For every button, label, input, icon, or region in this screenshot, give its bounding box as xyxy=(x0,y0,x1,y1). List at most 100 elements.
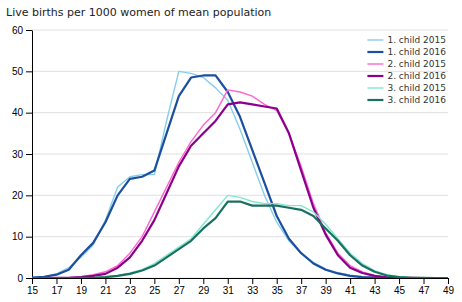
x-tick: 35 xyxy=(272,278,284,296)
x-tick-mark xyxy=(130,278,131,284)
x-tick-label: 49 xyxy=(443,285,455,296)
x-tick-label: 33 xyxy=(247,285,259,296)
y-tick-mark xyxy=(26,30,32,31)
x-tick: 17 xyxy=(51,278,63,296)
x-tick: 37 xyxy=(296,278,308,296)
x-tick: 33 xyxy=(247,278,259,296)
y-tick-label: 60 xyxy=(12,25,24,36)
x-tick-label: 19 xyxy=(76,285,88,296)
y-tick: 60 xyxy=(12,25,32,36)
legend-swatch xyxy=(367,99,383,101)
grid-line xyxy=(32,30,448,31)
chart-container: 15 17 19 21 23 25 27 29 31 33 35 37 39 41 43 45 47 49 0 10 2… xyxy=(0,0,462,302)
series-line xyxy=(32,71,448,278)
x-tick: 45 xyxy=(394,278,406,296)
x-tick: 49 xyxy=(443,278,455,296)
x-tick: 43 xyxy=(370,278,382,296)
x-tick-mark xyxy=(105,278,106,284)
x-axis-line xyxy=(33,278,449,279)
y-tick: 50 xyxy=(12,66,32,77)
x-tick: 47 xyxy=(418,278,430,296)
x-tick-label: 31 xyxy=(223,285,235,296)
x-tick: 31 xyxy=(223,278,235,296)
y-tick-mark xyxy=(26,278,32,279)
y-tick-label: 20 xyxy=(12,190,24,201)
y-axis-line xyxy=(32,31,33,279)
grid-line xyxy=(32,112,448,113)
x-tick-label: 17 xyxy=(51,285,63,296)
x-tick-label: 25 xyxy=(149,285,161,296)
x-tick-label: 29 xyxy=(198,285,210,296)
x-tick-mark xyxy=(228,278,229,284)
x-tick-mark xyxy=(56,278,57,284)
x-tick: 29 xyxy=(198,278,210,296)
y-tick: 10 xyxy=(12,231,32,242)
y-tick-mark xyxy=(26,195,32,196)
legend-item: 3. child 2016 xyxy=(367,95,446,105)
lines xyxy=(32,71,448,278)
x-tick-label: 35 xyxy=(272,285,284,296)
y-tick-mark xyxy=(26,71,32,72)
grid-line xyxy=(32,154,448,155)
y-tick-label: 40 xyxy=(12,107,24,118)
legend: 1. child 2015 1. child 2016 2. child 2015 2… xyxy=(367,35,446,105)
x-tick-mark xyxy=(375,278,376,284)
chart-svg: 15 17 19 21 23 25 27 29 31 33 35 37 39 41 43 45 47 49 0 10 2… xyxy=(0,0,462,302)
x-tick-mark xyxy=(424,278,425,284)
x-tick-mark xyxy=(252,278,253,284)
y-tick-mark xyxy=(26,237,32,238)
chart-title: Live births per 1000 women of mean popul… xyxy=(6,6,271,19)
x-tick-label: 21 xyxy=(100,285,112,296)
legend-swatch xyxy=(367,63,383,64)
grid xyxy=(32,30,448,278)
x-tick-mark xyxy=(179,278,180,284)
y-tick-label: 10 xyxy=(12,231,24,242)
y-tick: 40 xyxy=(12,107,32,118)
x-tick: 41 xyxy=(345,278,357,296)
x-tick-mark xyxy=(399,278,400,284)
grid-line xyxy=(32,236,448,237)
legend-swatch xyxy=(367,39,383,40)
grid-line xyxy=(32,195,448,196)
grid-line xyxy=(32,71,448,72)
x-tick-mark xyxy=(301,278,302,284)
x-tick-label: 43 xyxy=(370,285,382,296)
legend-swatch xyxy=(367,87,383,88)
x-tick-mark xyxy=(326,278,327,284)
y-tick-mark xyxy=(26,154,32,155)
legend-label: 3. child 2016 xyxy=(387,95,446,105)
x-axis: 15 17 19 21 23 25 27 29 31 33 35 37 39 41 43 45 47 49 xyxy=(27,278,455,296)
y-tick-label: 0 xyxy=(17,273,23,284)
legend-label: 3. child 2015 xyxy=(387,83,446,93)
x-tick-label: 45 xyxy=(394,285,406,296)
x-tick-label: 23 xyxy=(125,285,137,296)
x-tick-mark xyxy=(81,278,82,284)
series-line xyxy=(32,75,448,278)
legend-item: 1. child 2015 xyxy=(367,35,446,45)
series-line xyxy=(32,102,448,278)
x-tick: 27 xyxy=(174,278,186,296)
y-tick: 20 xyxy=(12,190,32,201)
legend-item: 2. child 2016 xyxy=(367,71,446,81)
x-tick: 15 xyxy=(27,278,39,296)
x-tick-label: 37 xyxy=(296,285,308,296)
y-tick-label: 50 xyxy=(12,66,24,77)
x-tick-mark xyxy=(277,278,278,284)
y-tick-label: 30 xyxy=(12,149,24,160)
x-tick-label: 41 xyxy=(345,285,357,296)
y-tick: 30 xyxy=(12,149,32,160)
x-tick-mark xyxy=(448,278,449,284)
series-line xyxy=(32,90,448,278)
x-tick: 25 xyxy=(149,278,161,296)
legend-swatch xyxy=(367,51,383,53)
x-tick: 23 xyxy=(125,278,137,296)
x-tick-label: 39 xyxy=(321,285,333,296)
x-tick-label: 47 xyxy=(418,285,430,296)
series-line xyxy=(32,202,448,278)
legend-swatch xyxy=(367,75,383,77)
x-tick-mark xyxy=(154,278,155,284)
legend-item: 1. child 2016 xyxy=(367,47,446,57)
x-tick-mark xyxy=(32,278,33,284)
legend-item: 2. child 2015 xyxy=(367,59,446,69)
y-tick-mark xyxy=(26,113,32,114)
